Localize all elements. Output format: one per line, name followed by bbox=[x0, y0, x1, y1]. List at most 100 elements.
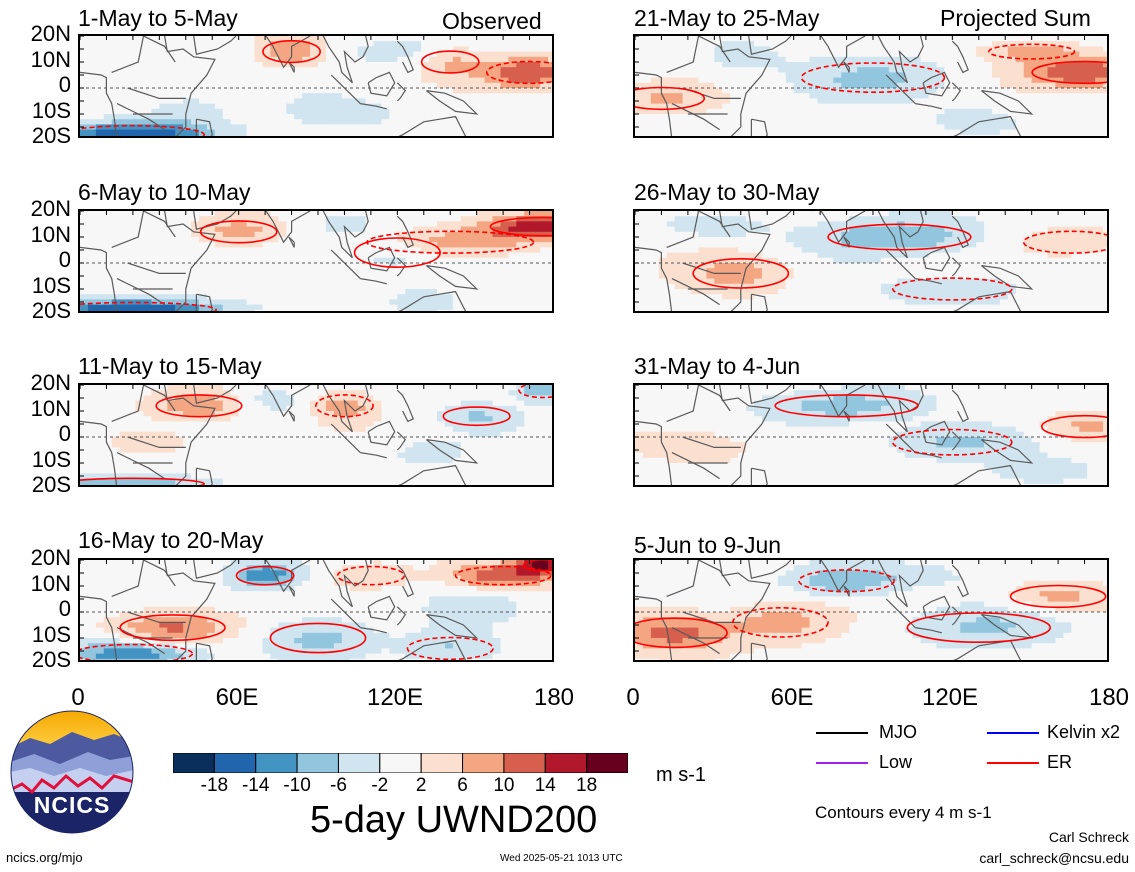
heatmap-cell bbox=[238, 617, 248, 623]
heatmap-cell bbox=[405, 606, 414, 613]
heatmap-cell bbox=[325, 452, 335, 459]
heatmap-cell bbox=[349, 252, 359, 259]
heatmap-cell bbox=[365, 72, 375, 79]
heatmap-cell bbox=[159, 421, 168, 428]
heatmap-cell bbox=[246, 226, 256, 233]
heatmap-cell bbox=[103, 62, 113, 68]
heatmap-cell bbox=[548, 622, 552, 629]
heatmap-cell bbox=[262, 617, 271, 623]
heatmap-cell bbox=[381, 283, 390, 290]
heatmap-cell bbox=[191, 638, 200, 644]
heatmap-cell bbox=[302, 452, 311, 459]
heatmap-cell bbox=[206, 263, 216, 269]
heatmap-cell bbox=[159, 653, 168, 660]
heatmap-cell bbox=[167, 56, 176, 63]
heatmap-cell bbox=[468, 119, 478, 125]
coastline bbox=[396, 389, 414, 423]
heatmap-cell bbox=[199, 411, 208, 417]
heatmap-cell bbox=[540, 452, 549, 459]
heatmap-cell bbox=[135, 62, 145, 68]
heatmap-cell bbox=[143, 411, 152, 417]
heatmap-cell bbox=[476, 304, 486, 311]
heatmap-cell bbox=[437, 580, 446, 587]
heatmap-cell bbox=[183, 88, 192, 94]
heatmap-cell bbox=[540, 596, 549, 603]
heatmap-cell bbox=[302, 226, 311, 233]
heatmap-cell bbox=[119, 473, 129, 480]
heatmap-cell bbox=[341, 289, 351, 295]
heatmap-cell bbox=[500, 395, 509, 402]
heatmap-cell bbox=[468, 263, 478, 269]
coastline bbox=[127, 87, 186, 100]
heatmap-cell bbox=[357, 41, 367, 47]
heatmap-cell bbox=[230, 283, 240, 290]
heatmap-cell bbox=[159, 468, 168, 474]
heatmap-cell bbox=[349, 385, 359, 391]
heatmap-cell bbox=[143, 108, 152, 115]
heatmap-cell bbox=[540, 622, 549, 629]
heatmap-cell bbox=[230, 268, 240, 274]
heatmap-cell bbox=[119, 221, 129, 228]
heatmap-cell bbox=[365, 627, 375, 634]
heatmap-cell bbox=[278, 88, 287, 94]
heatmap-cell bbox=[452, 299, 462, 306]
heatmap-cell bbox=[222, 273, 232, 280]
heatmap-cell bbox=[278, 421, 287, 428]
heatmap-cell bbox=[214, 437, 224, 443]
heatmap-cell bbox=[548, 442, 552, 448]
heatmap-cell bbox=[80, 632, 89, 639]
heatmap-cell bbox=[103, 405, 113, 412]
heatmap-cell bbox=[444, 400, 454, 407]
heatmap-cell bbox=[278, 638, 287, 644]
heatmap-cell bbox=[349, 437, 359, 443]
heatmap-cell bbox=[452, 580, 462, 587]
heatmap-cell bbox=[278, 114, 287, 120]
heatmap-cell bbox=[429, 612, 438, 618]
heatmap-cell bbox=[341, 416, 351, 422]
heatmap-cell bbox=[159, 463, 168, 469]
heatmap-cell bbox=[294, 473, 303, 480]
heatmap-cell bbox=[199, 93, 208, 99]
heatmap-cell bbox=[87, 591, 97, 597]
heatmap-cell bbox=[524, 51, 533, 58]
heatmap-cell bbox=[230, 299, 240, 306]
heatmap-cell bbox=[206, 114, 216, 120]
heatmap-cell bbox=[95, 273, 105, 280]
heatmap-cell bbox=[167, 648, 176, 655]
heatmap-cell bbox=[516, 405, 525, 412]
heatmap-cell bbox=[246, 257, 256, 264]
heatmap-cell bbox=[310, 483, 319, 485]
heatmap-cell bbox=[151, 216, 160, 222]
heatmap-cell bbox=[80, 247, 89, 254]
heatmap-cell bbox=[437, 41, 446, 47]
heatmap-cell bbox=[191, 103, 200, 110]
heatmap-cell bbox=[246, 299, 256, 306]
heatmap-cell bbox=[318, 622, 327, 629]
heatmap-cell bbox=[111, 56, 121, 63]
heatmap-cell bbox=[191, 648, 200, 655]
heatmap-cell bbox=[325, 473, 335, 480]
heatmap-cell bbox=[87, 108, 97, 115]
heatmap-cell bbox=[127, 390, 137, 396]
heatmap-cell bbox=[143, 622, 152, 629]
heatmap-cell bbox=[318, 405, 327, 412]
heatmap-cell bbox=[151, 478, 160, 485]
heatmap-cell bbox=[373, 478, 383, 485]
heatmap-cell bbox=[437, 72, 446, 79]
heatmap-cell bbox=[397, 263, 406, 269]
heatmap-cell bbox=[143, 463, 152, 469]
heatmap-cell bbox=[341, 586, 351, 592]
heatmap-cell bbox=[262, 421, 271, 428]
heatmap-cell bbox=[532, 385, 541, 391]
heatmap-cell bbox=[111, 437, 121, 443]
heatmap-cell bbox=[191, 632, 200, 639]
heatmap-cell bbox=[95, 612, 105, 618]
heatmap-cell bbox=[421, 67, 430, 73]
heatmap-cell bbox=[548, 411, 552, 417]
heatmap-cell bbox=[167, 586, 176, 592]
heatmap-cell bbox=[310, 653, 319, 660]
heatmap-cell bbox=[246, 114, 256, 120]
heatmap-cell bbox=[389, 72, 398, 79]
heatmap-cell bbox=[302, 431, 311, 438]
heatmap-cell bbox=[341, 98, 351, 105]
